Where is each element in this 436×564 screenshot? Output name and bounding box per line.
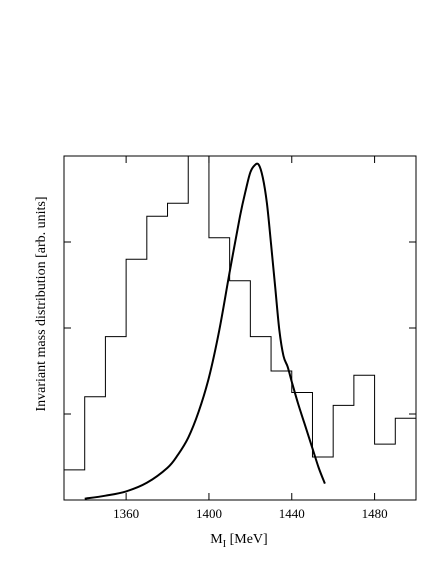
x-tick-label-1440: 1440 bbox=[279, 506, 305, 521]
x-tick-label-1400: 1400 bbox=[196, 506, 222, 521]
plot-frame bbox=[63, 155, 417, 501]
y-axis-label: Invariant mass distribution [arb. units] bbox=[34, 196, 49, 411]
y-axis-label-group: Invariant mass distribution [arb. units] bbox=[34, 196, 49, 411]
x-axis-label-subscript: I bbox=[223, 539, 226, 550]
x-tick-label-1360: 1360 bbox=[113, 506, 139, 521]
x-tick-label-1480: 1480 bbox=[362, 506, 388, 521]
histogram-series bbox=[64, 155, 416, 471]
x-axis-label: MI [MeV] bbox=[210, 532, 267, 550]
x-axis-label-unit: [MeV] bbox=[226, 532, 268, 547]
x-axis-label-main: M bbox=[210, 532, 223, 547]
curve-series bbox=[84, 162, 326, 500]
